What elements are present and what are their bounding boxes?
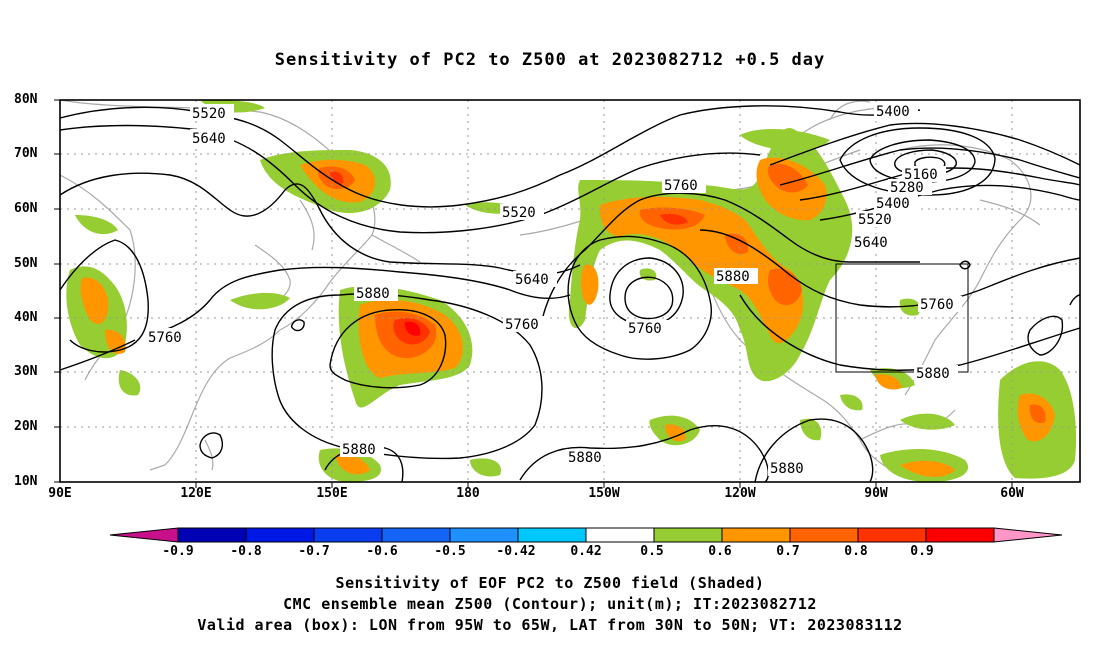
colorbar-segment (381, 527, 451, 543)
valid-area-box (835, 263, 969, 373)
contour-label: 5880 (916, 366, 950, 382)
contour-label: 5640 (854, 235, 888, 251)
lon-label: 120E (180, 486, 212, 501)
colorbar-label: 0.6 (708, 544, 732, 559)
footer-line-1: Sensitivity of EOF PC2 to Z500 field (Sh… (335, 574, 765, 592)
lon-label: 120W (724, 486, 756, 501)
colorbar-label: -0.42 (496, 544, 536, 559)
contour-label: 5880 (716, 269, 750, 285)
lat-label: 70N (14, 146, 38, 161)
contour-label: 5400 (876, 196, 910, 212)
contour-label: 5760 (505, 317, 539, 333)
contour-label: 5760 (664, 178, 698, 194)
lat-label: 30N (14, 364, 38, 379)
colorbar-label: 0.7 (776, 544, 800, 559)
contour-label: 5640 (515, 272, 549, 288)
colorbar-segment (653, 527, 723, 543)
contour-label: 5880 (342, 442, 376, 458)
colorbar (109, 527, 1063, 543)
colorbar-segment (449, 527, 519, 543)
colorbar-label: -0.5 (434, 544, 466, 559)
colorbar-segment (585, 527, 655, 543)
colorbar-label: 0.5 (640, 544, 664, 559)
colorbar-label: -0.6 (366, 544, 398, 559)
lat-lon-grid (60, 100, 1080, 482)
lat-label: 10N (14, 474, 38, 489)
footer-line-2: CMC ensemble mean Z500 (Contour); unit(m… (283, 595, 817, 613)
contour-label: 5640 (192, 131, 226, 147)
lon-label: 60W (1000, 486, 1024, 501)
lon-label: 90E (48, 486, 72, 501)
colorbar-label: -0.8 (230, 544, 262, 559)
map-title: Sensitivity of PC2 to Z500 at 2023082712… (274, 50, 826, 70)
lat-label: 60N (14, 201, 38, 216)
contour-label: 5880 (568, 450, 602, 466)
tick-marks (54, 99, 1013, 488)
colorbar-segment (517, 527, 587, 543)
sensitivity-shading (66, 100, 1077, 482)
colorbar-label: 0.9 (910, 544, 934, 559)
contour-label: 5400 (876, 104, 910, 120)
colorbar-label: 0.8 (844, 544, 868, 559)
contour-label: 5520 (192, 106, 226, 122)
colorbar-label: -0.7 (298, 544, 330, 559)
contour-label: 5520 (502, 205, 536, 221)
lat-label: 80N (14, 92, 38, 107)
colorbar-segment (177, 527, 247, 543)
footer-caption: Sensitivity of EOF PC2 to Z500 field (Sh… (0, 573, 1100, 636)
contour-labels: 5520 5640 5400 5160 5280 5400 5520 5640 … (146, 102, 962, 477)
lon-label: 150E (316, 486, 348, 501)
lat-label: 40N (14, 310, 38, 325)
lon-label: 150W (588, 486, 620, 501)
colorbar-segment (789, 527, 859, 543)
contour-label: 5760 (920, 297, 954, 313)
lon-label: 90W (864, 486, 888, 501)
footer-line-3: Valid area (box): LON from 95W to 65W, L… (197, 616, 903, 634)
lat-label: 20N (14, 419, 38, 434)
lat-label: 50N (14, 256, 38, 271)
contour-label: 5760 (628, 321, 662, 337)
colorbar-segment (993, 527, 1063, 543)
lon-label: 180 (456, 486, 480, 501)
contour-label: 5880 (356, 286, 390, 302)
colorbar-segment (925, 527, 995, 543)
colorbar-segment (109, 527, 179, 543)
contour-label: 5520 (858, 212, 892, 228)
colorbar-label: -0.9 (162, 544, 194, 559)
colorbar-segment (721, 527, 791, 543)
coastlines (59, 99, 1041, 479)
contour-label: 5760 (148, 330, 182, 346)
contour-label: 5880 (770, 461, 804, 477)
colorbar-segment (245, 527, 315, 543)
contour-label: 5280 (890, 180, 924, 196)
map-frame (59, 99, 1081, 483)
colorbar-label: 0.42 (570, 544, 602, 559)
colorbar-segment (857, 527, 927, 543)
colorbar-segment (313, 527, 383, 543)
